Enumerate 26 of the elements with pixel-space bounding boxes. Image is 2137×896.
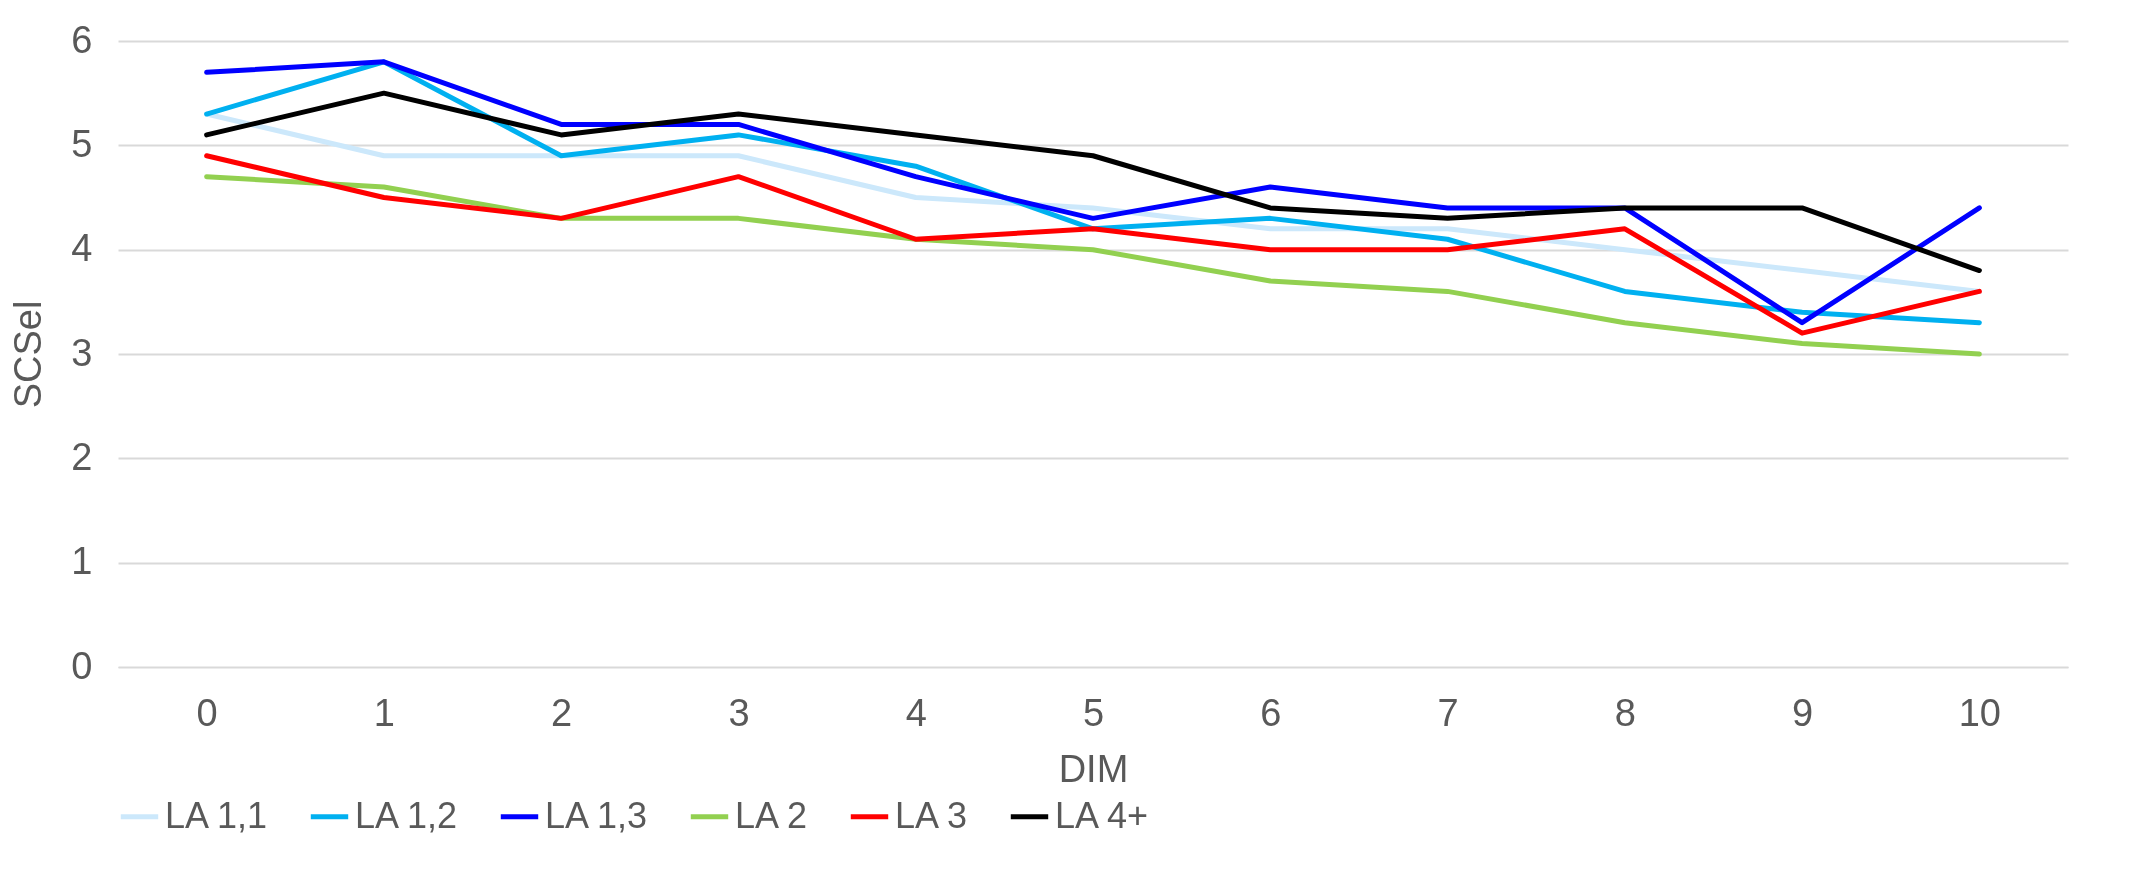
legend-label: LA 1,3: [545, 794, 648, 836]
y-tick-label: 1: [71, 540, 93, 583]
x-tick-label: 1: [373, 691, 395, 734]
x-tick-label: 9: [1792, 691, 1814, 734]
x-tick-label: 2: [551, 691, 573, 734]
x-tick-label: 6: [1260, 691, 1282, 734]
y-axis-title: SCSel: [7, 300, 50, 409]
legend-label: LA 1,1: [165, 794, 268, 836]
legend-label: LA 1,2: [355, 794, 458, 836]
x-tick-label: 4: [905, 691, 927, 734]
x-tick-label: 7: [1437, 691, 1459, 734]
y-tick-label: 5: [71, 122, 93, 165]
x-tick-label: 5: [1082, 691, 1105, 734]
legend-label: LA 3: [895, 794, 968, 836]
legend-label: LA 4+: [1055, 794, 1149, 836]
x-tick-label: 0: [196, 691, 218, 734]
y-tick-label: 3: [71, 331, 93, 374]
x-axis-title: DIM: [1058, 747, 1129, 790]
x-tick-label: 8: [1614, 691, 1636, 734]
x-tick-label: 10: [1958, 691, 2001, 734]
y-tick-label: 0: [71, 644, 93, 687]
y-tick-label: 2: [71, 435, 93, 478]
y-tick-label: 6: [71, 18, 93, 61]
x-tick-label: 3: [728, 691, 750, 734]
y-tick-label: 4: [71, 227, 93, 270]
legend-label: LA 2: [735, 794, 808, 836]
